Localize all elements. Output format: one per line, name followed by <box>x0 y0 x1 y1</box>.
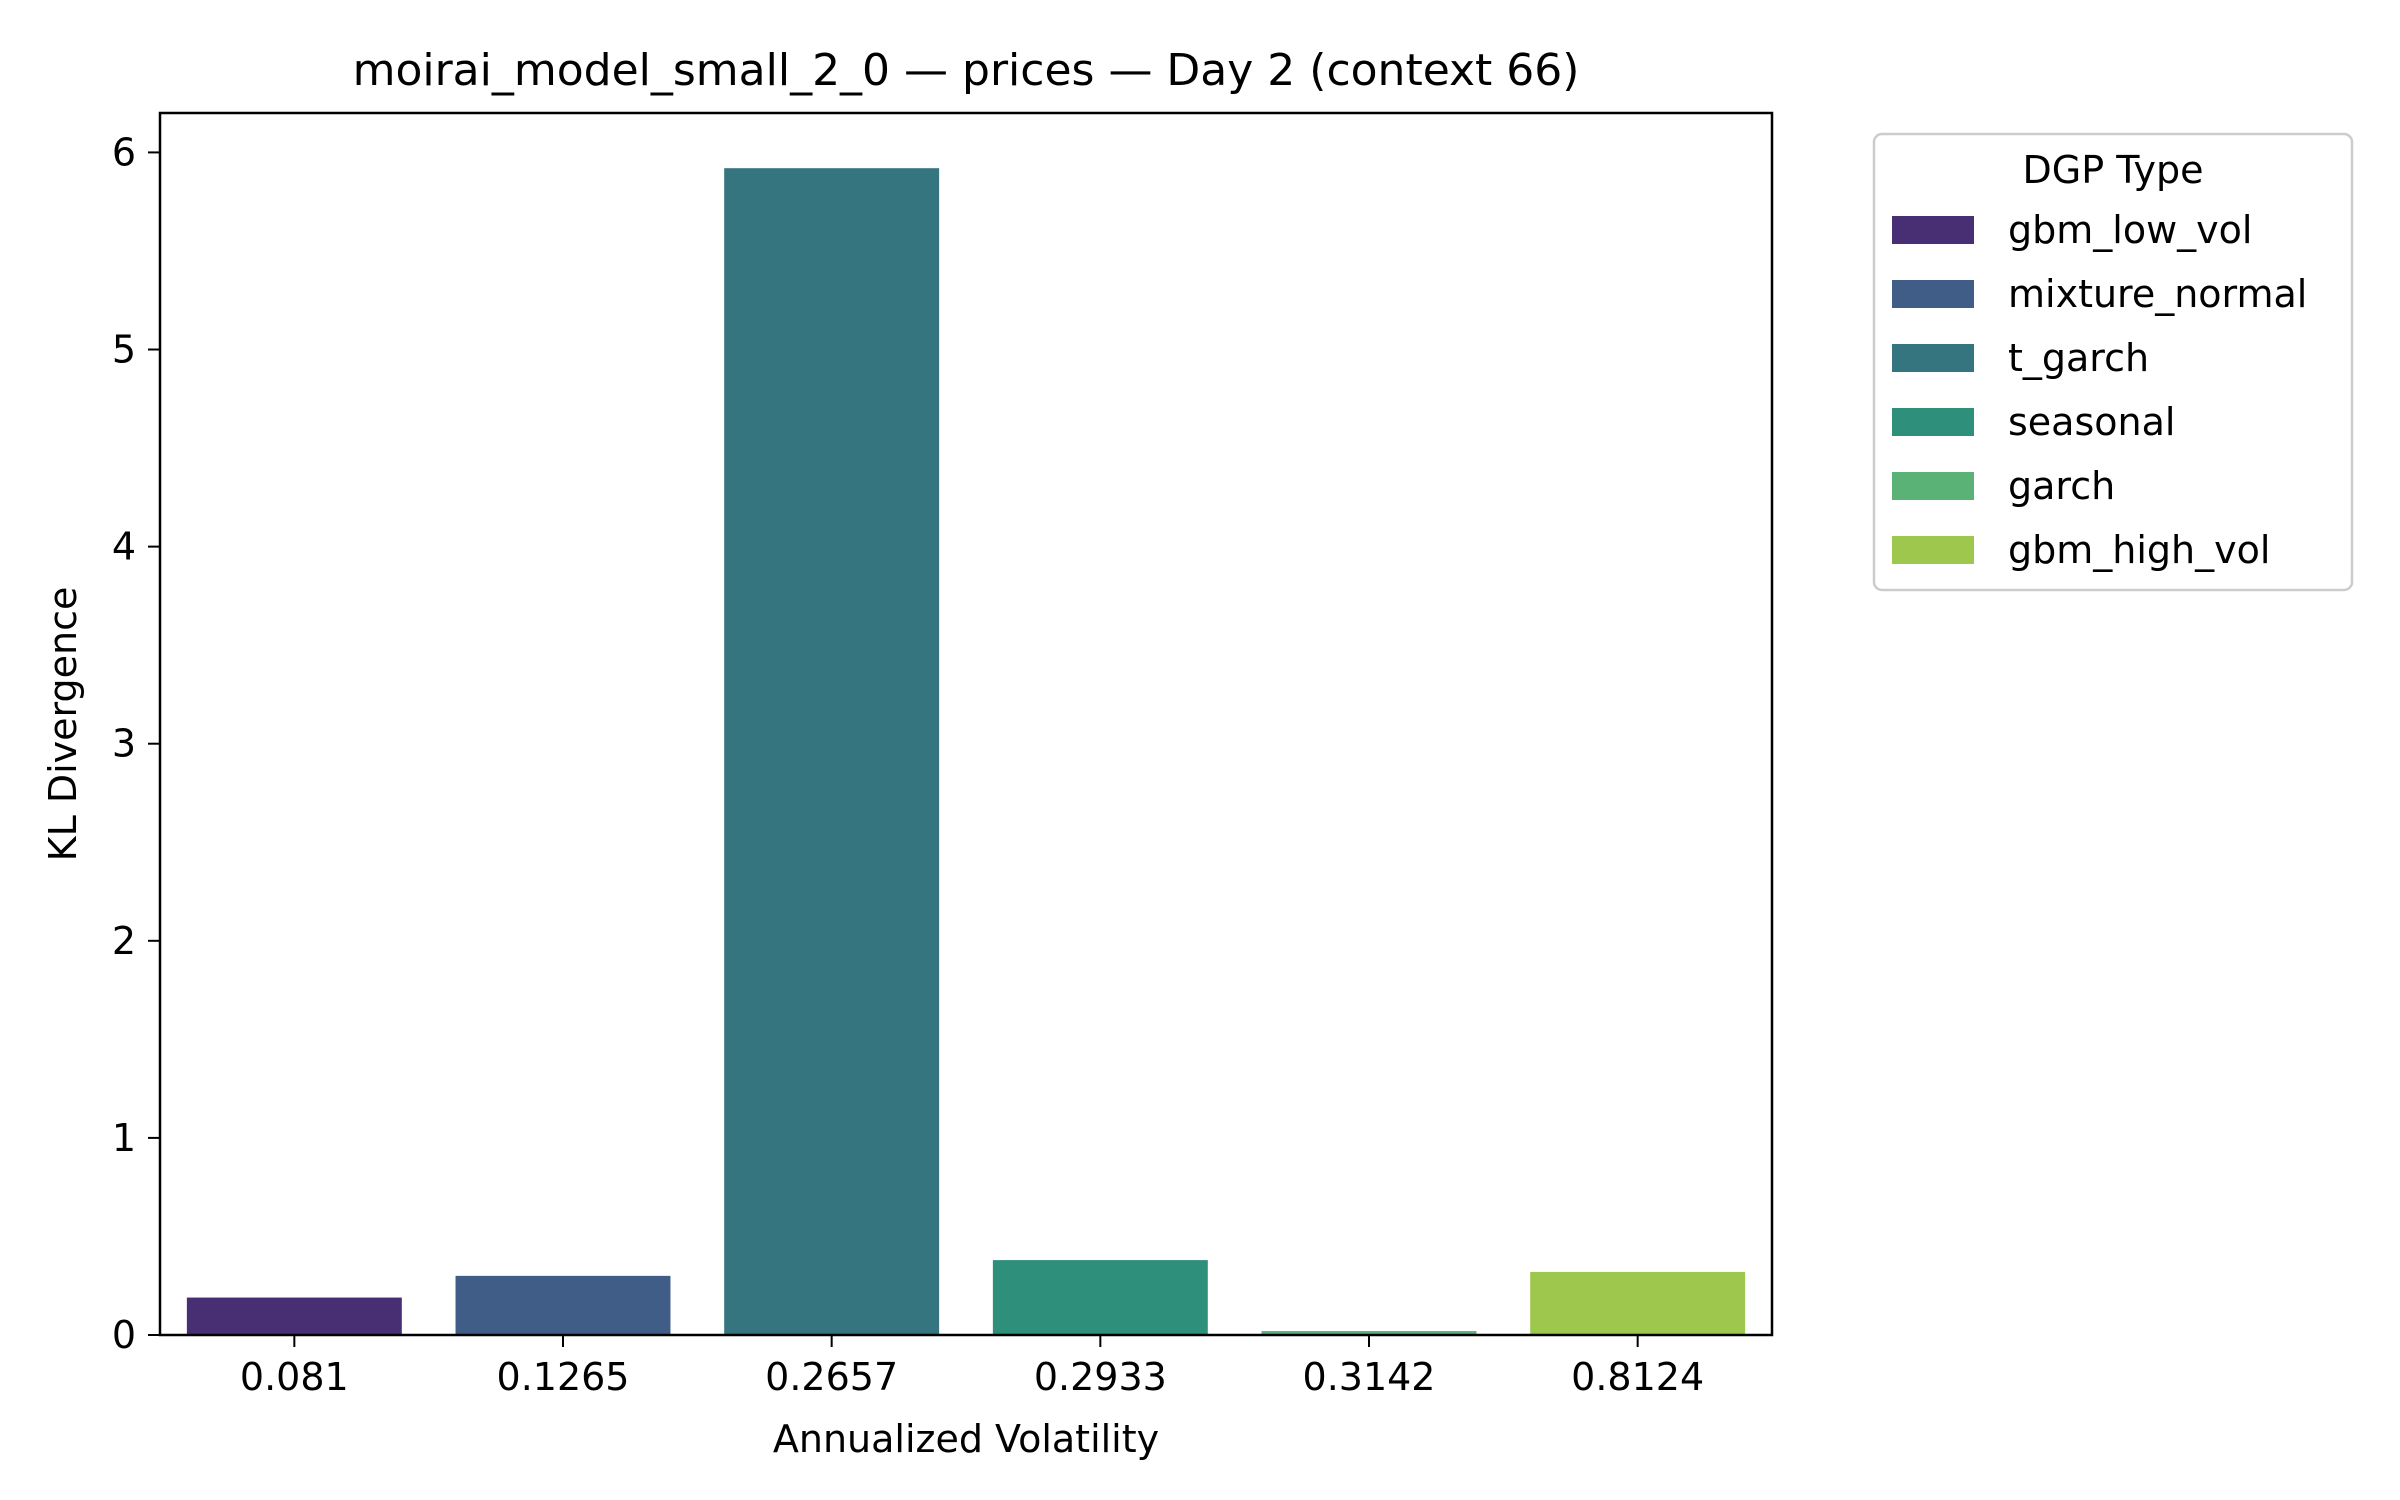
y-tick-label: 6 <box>112 130 136 174</box>
y-tick-label: 1 <box>112 1116 136 1160</box>
x-tick-label: 0.1265 <box>497 1355 630 1399</box>
bar <box>186 1297 402 1335</box>
y-tick-label: 5 <box>112 328 136 372</box>
legend-entry-label: gbm_low_vol <box>2008 208 2252 252</box>
legend-title: DGP Type <box>2023 148 2204 192</box>
legend-swatch <box>1892 216 1974 244</box>
y-tick-label: 4 <box>112 525 136 569</box>
legend-entry-label: seasonal <box>2008 400 2175 444</box>
y-tick-label: 2 <box>112 919 136 963</box>
legend-swatch <box>1892 280 1974 308</box>
plot-frame <box>158 111 1774 1337</box>
bar <box>724 168 940 1335</box>
chart-title: moirai_model_small_2_0 — prices — Day 2 … <box>353 45 1580 96</box>
y-axis: 0 1 2 3 4 5 6 <box>112 130 160 1357</box>
legend-entry-label: mixture_normal <box>2008 272 2307 316</box>
x-tick-label: 0.081 <box>240 1355 349 1399</box>
bar <box>1530 1271 1746 1335</box>
x-tick-label: 0.2933 <box>1034 1355 1167 1399</box>
x-tick-label: 0.2657 <box>765 1355 898 1399</box>
y-axis-label: KL Divergence <box>41 587 85 862</box>
y-tick-label: 0 <box>112 1313 136 1357</box>
legend-swatch <box>1892 472 1974 500</box>
bar <box>1261 1331 1477 1335</box>
legend-entry-label: garch <box>2008 464 2115 508</box>
x-tick-label: 0.8124 <box>1571 1355 1704 1399</box>
bars <box>186 168 1746 1335</box>
legend-swatch <box>1892 408 1974 436</box>
bar <box>992 1260 1208 1335</box>
x-axis-label: Annualized Volatility <box>773 1417 1159 1461</box>
x-tick-label: 0.3142 <box>1303 1355 1436 1399</box>
legend-box <box>1872 132 2354 592</box>
bar <box>455 1275 671 1335</box>
y-tick-label: 3 <box>112 722 136 766</box>
x-axis: 0.081 0.1265 0.2657 0.2933 0.3142 0.8124 <box>240 1335 1704 1399</box>
legend-swatch <box>1892 536 1974 564</box>
legend: DGP Type gbm_low_vol mixture_normal t_garc… <box>1872 132 2354 592</box>
legend-entry-label: t_garch <box>2008 336 2149 380</box>
legend-entry-label: gbm_high_vol <box>2008 528 2270 572</box>
legend-swatch <box>1892 344 1974 372</box>
